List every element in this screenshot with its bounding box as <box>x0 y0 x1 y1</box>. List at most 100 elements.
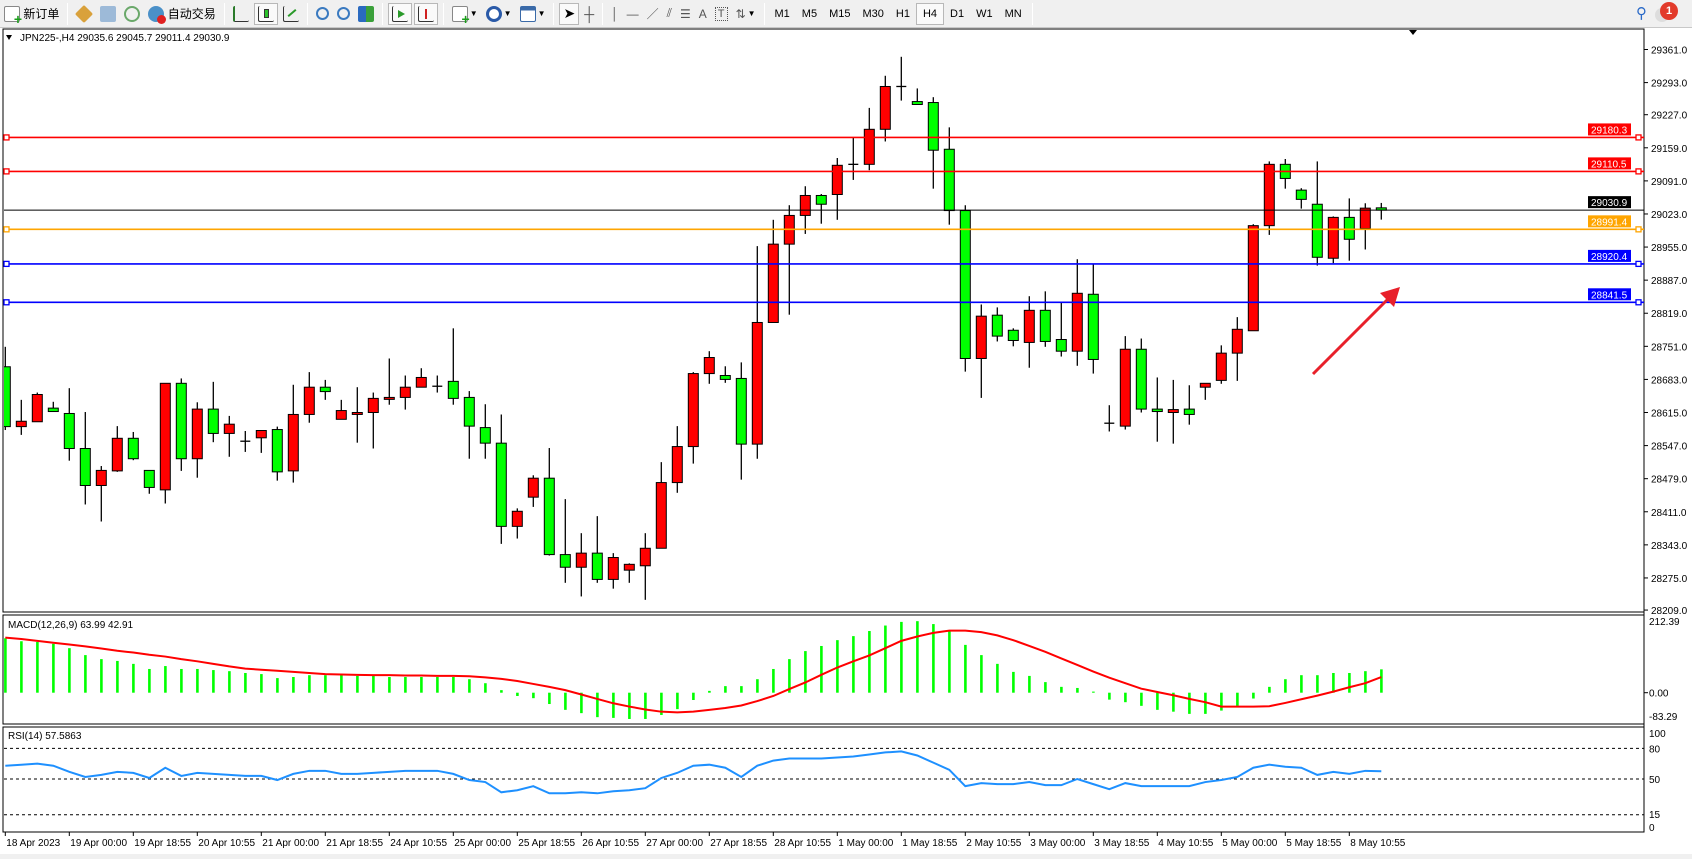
candle-body <box>559 554 571 568</box>
timeframe-h1[interactable]: H1 <box>895 7 910 20</box>
arrows-button[interactable]: ⇅ ▼ <box>733 3 759 25</box>
candle <box>848 137 859 180</box>
line-chart-button[interactable] <box>280 3 302 25</box>
cursor-button[interactable]: ➤ <box>559 2 580 25</box>
tile-windows-icon <box>357 5 374 22</box>
timeframe-m30[interactable]: M30 <box>862 7 884 20</box>
macd-histogram-bar <box>388 677 391 693</box>
macd-histogram-bar <box>532 692 535 699</box>
channel-icon: ⫽ <box>666 6 673 20</box>
macd-histogram-bar <box>804 651 807 693</box>
chart-shift-button[interactable] <box>387 2 412 25</box>
bar-chart-button[interactable] <box>230 3 252 25</box>
candle <box>687 372 699 464</box>
market-watch-button[interactable] <box>73 3 95 25</box>
candle-body <box>815 194 827 205</box>
line-handle[interactable] <box>3 299 10 306</box>
candle <box>1247 224 1259 332</box>
channel-button[interactable]: ⫽ <box>664 3 675 25</box>
candle <box>367 392 379 449</box>
zoom-out-button[interactable] <box>334 3 353 25</box>
autoscroll-icon <box>417 5 434 22</box>
macd-label: MACD(12,26,9) 63.99 42.91 <box>8 620 134 631</box>
macd-histogram-bar <box>1140 692 1143 706</box>
timeframe-m15[interactable]: M15 <box>829 7 851 20</box>
macd-histogram-bar <box>1028 675 1031 693</box>
autoscroll-button[interactable] <box>413 2 438 25</box>
macd-histogram-bar <box>1044 682 1047 693</box>
candle <box>575 533 587 597</box>
price-tick-label: 28615.0 <box>1651 409 1688 420</box>
candle-body <box>543 477 555 556</box>
line-handle[interactable] <box>1635 299 1642 306</box>
price-chart[interactable]: JPN225-,H4 29035.6 29045.7 29011.4 29030… <box>0 28 1692 854</box>
periods-button[interactable]: ▼ <box>483 3 515 25</box>
crosshair-button[interactable]: ┼ <box>581 3 597 25</box>
indicators-button[interactable]: + ▼ <box>449 3 481 26</box>
line-handle[interactable] <box>1635 168 1642 175</box>
candle-body <box>911 101 923 105</box>
fibonacci-icon: ☰ <box>680 6 691 21</box>
candle-body <box>191 408 203 460</box>
line-handle[interactable] <box>3 134 10 141</box>
macd-histogram-bar <box>1236 692 1239 706</box>
macd-histogram-bar <box>708 690 711 693</box>
candle-body <box>479 427 491 444</box>
candle <box>463 391 475 459</box>
price-tick-label: 29023.0 <box>1651 210 1688 221</box>
indicators-icon: + <box>451 5 470 26</box>
text-button[interactable]: A <box>696 3 710 25</box>
candle <box>1007 328 1019 347</box>
timeframe-m1[interactable]: M1 <box>774 7 790 20</box>
macd-histogram-bar <box>548 692 551 705</box>
chart-window[interactable]: JPN225-,H4 29035.6 29045.7 29011.4 29030… <box>0 28 1692 854</box>
rsi-tick-label: 50 <box>1649 775 1661 786</box>
panel-frame-0 <box>2 28 1645 613</box>
line-handle[interactable] <box>1635 134 1642 141</box>
macd-histogram-bar <box>564 692 567 710</box>
auto-trading-button[interactable]: 自动交易 <box>145 3 218 25</box>
line-handle[interactable] <box>3 260 10 268</box>
timeframe-d1[interactable]: D1 <box>950 7 965 20</box>
candle-body <box>1167 409 1179 414</box>
candle <box>511 508 523 539</box>
trendline-button[interactable]: ／ <box>644 3 662 25</box>
macd-histogram-bar <box>20 641 23 693</box>
line-handle[interactable] <box>1635 226 1642 233</box>
macd-histogram-bar <box>1060 686 1063 693</box>
rsi-line <box>5 750 1382 795</box>
candle-body <box>143 469 155 488</box>
timeframe-w1[interactable]: W1 <box>976 7 993 20</box>
timeframe-mn[interactable]: MN <box>1004 7 1022 20</box>
zoom-in-button[interactable] <box>313 3 332 25</box>
templates-button[interactable]: ▼ <box>517 3 549 25</box>
candlestick-button[interactable] <box>253 2 278 25</box>
macd-tick-label: -83.29 <box>1649 712 1678 723</box>
macd-histogram-bar <box>1300 675 1303 693</box>
line-handle[interactable] <box>1635 260 1642 268</box>
line-handle[interactable] <box>3 168 10 175</box>
horizontal-line-icon: — <box>626 6 639 21</box>
timeframe-m5[interactable]: M5 <box>801 7 818 20</box>
tile-windows-button[interactable] <box>355 3 377 25</box>
notification-badge[interactable]: 1 <box>1660 2 1678 20</box>
dropdown-triangle-icon[interactable] <box>6 35 12 40</box>
vertical-line-button[interactable]: │ <box>608 3 622 25</box>
new-order-button[interactable]: + 新订单 <box>1 3 62 26</box>
line-handle[interactable] <box>3 226 10 233</box>
macd-histogram-bar <box>196 668 199 693</box>
search-button[interactable]: ⚲ <box>1636 4 1647 22</box>
candle <box>719 366 731 383</box>
chart-shift-marker-icon[interactable] <box>1409 30 1417 35</box>
candle-body <box>511 510 523 527</box>
price-tick-label: 28411.0 <box>1651 508 1687 519</box>
signals-button[interactable] <box>121 3 143 25</box>
timeframe-h4[interactable]: H4 <box>915 2 945 25</box>
text-label-button[interactable]: T <box>712 3 731 25</box>
candle-body <box>1263 163 1275 227</box>
navigator-button[interactable] <box>97 3 119 25</box>
macd-histogram-bar <box>1380 669 1383 693</box>
macd-histogram-bar <box>436 677 439 693</box>
fibonacci-button[interactable]: ☰ <box>677 3 694 25</box>
horizontal-line-button[interactable]: — <box>624 3 642 25</box>
